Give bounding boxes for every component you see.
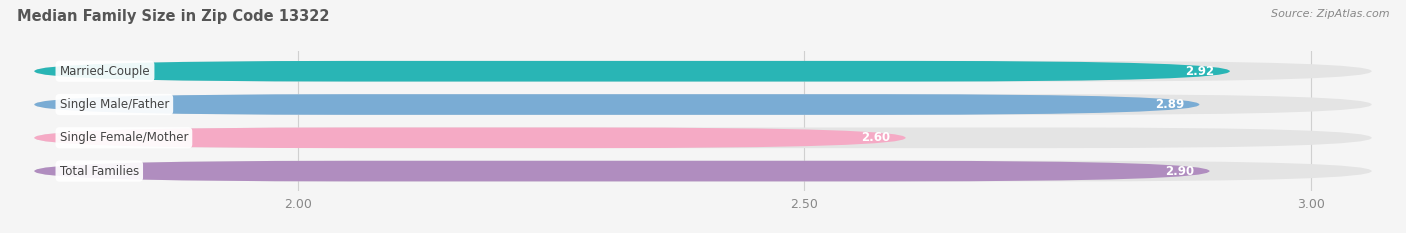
FancyBboxPatch shape (34, 94, 1372, 115)
Text: Married-Couple: Married-Couple (59, 65, 150, 78)
FancyBboxPatch shape (34, 127, 1372, 148)
Text: Total Families: Total Families (59, 164, 139, 178)
Text: Single Female/Mother: Single Female/Mother (59, 131, 188, 144)
FancyBboxPatch shape (34, 94, 1199, 115)
Text: 2.92: 2.92 (1185, 65, 1215, 78)
FancyBboxPatch shape (34, 61, 1230, 82)
FancyBboxPatch shape (34, 161, 1372, 182)
Text: Source: ZipAtlas.com: Source: ZipAtlas.com (1271, 9, 1389, 19)
Text: 2.90: 2.90 (1166, 164, 1194, 178)
FancyBboxPatch shape (34, 61, 1372, 82)
Text: 2.60: 2.60 (862, 131, 890, 144)
FancyBboxPatch shape (34, 127, 905, 148)
Text: 2.89: 2.89 (1154, 98, 1184, 111)
Text: Single Male/Father: Single Male/Father (59, 98, 169, 111)
Text: Median Family Size in Zip Code 13322: Median Family Size in Zip Code 13322 (17, 9, 329, 24)
FancyBboxPatch shape (34, 161, 1209, 182)
